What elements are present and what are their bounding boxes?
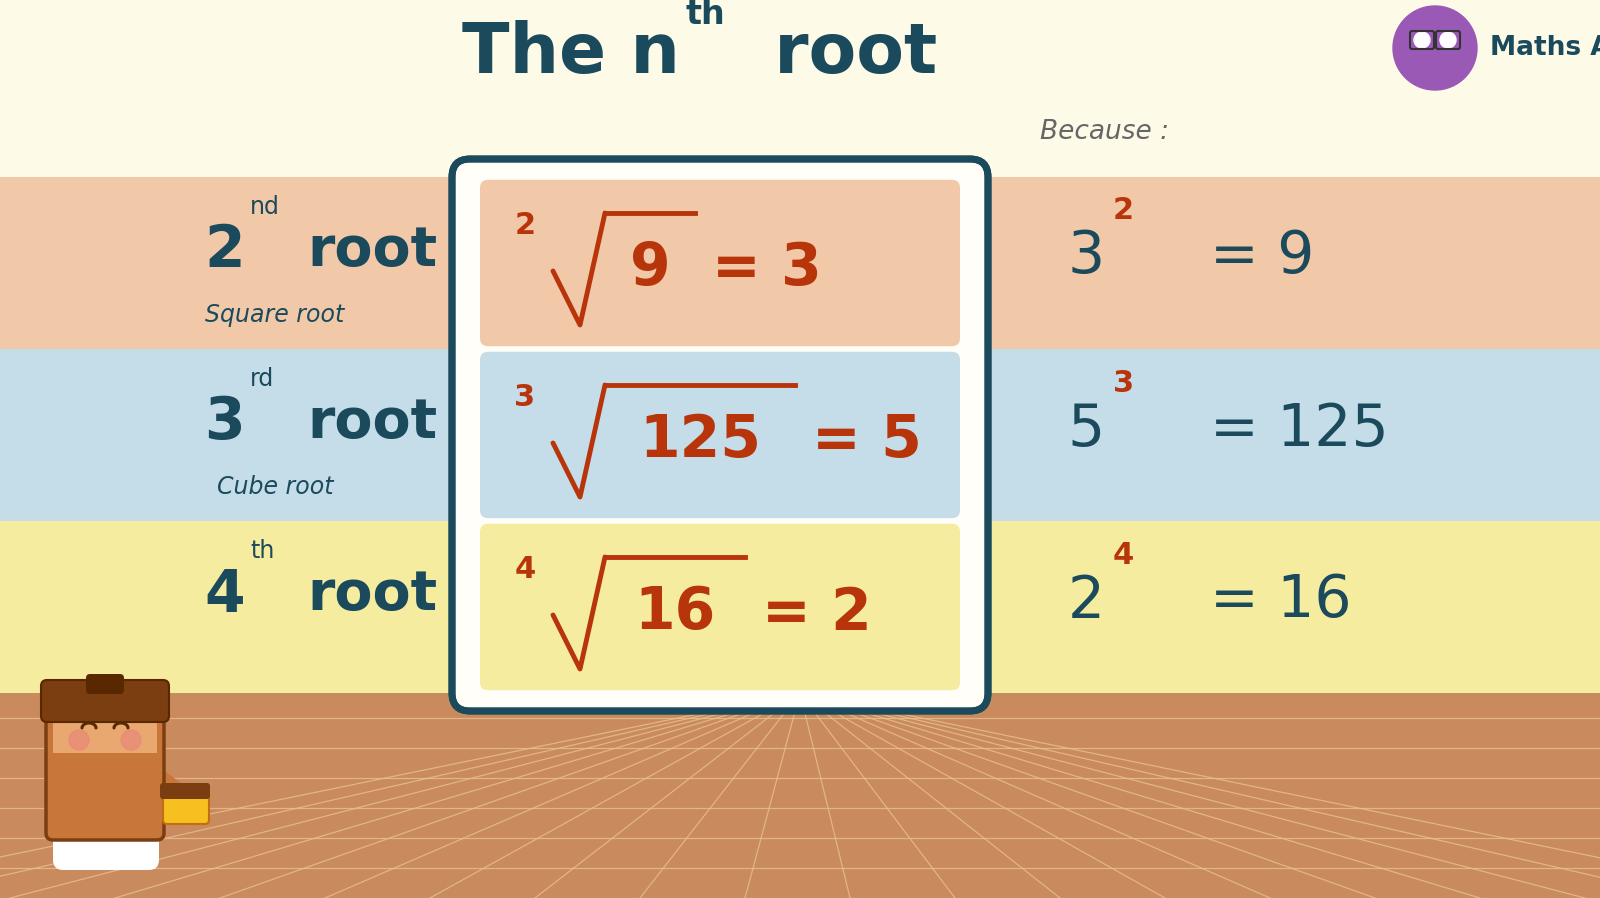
- FancyBboxPatch shape: [453, 159, 989, 711]
- Text: = 16: = 16: [1210, 573, 1352, 629]
- Text: root: root: [307, 396, 437, 450]
- Text: th: th: [250, 539, 274, 563]
- Circle shape: [1414, 32, 1430, 48]
- FancyBboxPatch shape: [480, 180, 960, 347]
- FancyBboxPatch shape: [160, 783, 210, 799]
- FancyBboxPatch shape: [480, 524, 960, 691]
- Text: 3: 3: [1114, 368, 1134, 398]
- Text: 16: 16: [634, 585, 715, 641]
- Text: 5: 5: [1067, 401, 1106, 457]
- Bar: [0, 349, 1600, 521]
- Text: 3: 3: [1067, 228, 1106, 286]
- Text: 125: 125: [638, 412, 762, 470]
- FancyBboxPatch shape: [46, 704, 165, 840]
- Text: th: th: [685, 0, 725, 31]
- Text: 4: 4: [1114, 541, 1134, 569]
- Text: = 3: = 3: [712, 241, 822, 297]
- Text: 2: 2: [205, 223, 245, 279]
- Circle shape: [69, 730, 90, 750]
- Text: The n: The n: [462, 20, 680, 86]
- FancyBboxPatch shape: [53, 822, 115, 870]
- Text: rd: rd: [250, 367, 274, 391]
- Text: 3: 3: [205, 394, 245, 452]
- Text: 4: 4: [514, 554, 536, 584]
- Text: root: root: [307, 224, 437, 278]
- FancyBboxPatch shape: [86, 674, 125, 694]
- FancyBboxPatch shape: [53, 717, 157, 753]
- Text: Cube root: Cube root: [216, 475, 333, 499]
- FancyBboxPatch shape: [42, 680, 170, 722]
- Text: 2: 2: [1114, 197, 1134, 225]
- Bar: [0, 177, 1600, 349]
- Text: = 5: = 5: [813, 412, 922, 470]
- FancyBboxPatch shape: [163, 790, 210, 824]
- FancyBboxPatch shape: [98, 822, 158, 870]
- Circle shape: [1440, 32, 1456, 48]
- FancyBboxPatch shape: [480, 352, 960, 518]
- Text: nd: nd: [250, 195, 280, 219]
- Text: 2: 2: [515, 210, 536, 240]
- Text: = 9: = 9: [1210, 228, 1314, 286]
- Bar: [0, 693, 1600, 898]
- Text: 4: 4: [205, 567, 245, 623]
- Text: 2: 2: [1067, 573, 1106, 629]
- Text: Square root: Square root: [205, 303, 344, 327]
- Bar: [0, 521, 1600, 693]
- Text: = 125: = 125: [1210, 401, 1389, 457]
- Text: 3: 3: [515, 383, 536, 411]
- Text: Maths Angel: Maths Angel: [1490, 35, 1600, 61]
- Text: Because :: Because :: [1040, 119, 1170, 145]
- Circle shape: [122, 730, 141, 750]
- Text: = 2: = 2: [762, 585, 872, 641]
- Text: root: root: [750, 20, 938, 86]
- Text: root: root: [307, 568, 437, 622]
- Circle shape: [1394, 6, 1477, 90]
- Text: 9: 9: [630, 241, 670, 297]
